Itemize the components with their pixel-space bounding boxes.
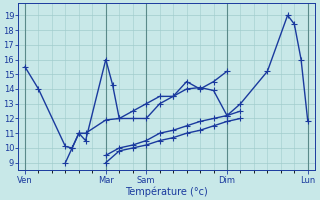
X-axis label: Température (°c): Température (°c) <box>125 186 208 197</box>
